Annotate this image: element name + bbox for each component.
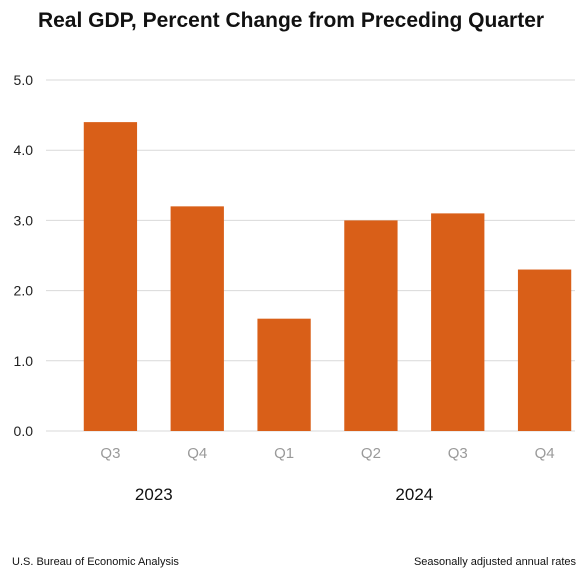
- chart-title: Real GDP, Percent Change from Preceding …: [38, 9, 544, 32]
- category-label-1: Q4: [187, 445, 207, 462]
- bar-5: [517, 269, 572, 431]
- year-label-2023: 2023: [135, 485, 173, 504]
- bar-0: [83, 122, 138, 432]
- bar-3: [344, 220, 398, 431]
- year-label-2024: 2024: [395, 485, 433, 504]
- y-tick-label-1: 1.0: [14, 353, 34, 369]
- x-axis-year-labels: 2023 2024: [135, 485, 433, 504]
- source-note: U.S. Bureau of Economic Analysis: [12, 556, 179, 568]
- y-tick-label-0: 0.0: [14, 423, 34, 439]
- x-axis-category-labels: Q3 Q4 Q1 Q2 Q3 Q4: [100, 445, 554, 462]
- category-label-2: Q1: [274, 445, 294, 462]
- bar-4: [431, 213, 485, 431]
- category-label-0: Q3: [100, 445, 120, 462]
- y-tick-label-5: 5.0: [14, 72, 34, 88]
- category-label-3: Q2: [361, 445, 381, 462]
- y-tick-label-3: 3.0: [14, 212, 34, 228]
- category-label-5: Q4: [535, 445, 555, 462]
- bars: [83, 122, 572, 432]
- category-label-4: Q3: [448, 445, 468, 462]
- y-tick-label-4: 4.0: [14, 142, 34, 158]
- seasonal-adjustment-note: Seasonally adjusted annual rates: [414, 556, 577, 568]
- bar-2: [257, 318, 311, 431]
- y-tick-label-2: 2.0: [14, 283, 34, 299]
- bar-1: [170, 206, 224, 431]
- y-axis-tick-labels: 0.0 1.0 2.0 3.0 4.0 5.0: [14, 72, 34, 439]
